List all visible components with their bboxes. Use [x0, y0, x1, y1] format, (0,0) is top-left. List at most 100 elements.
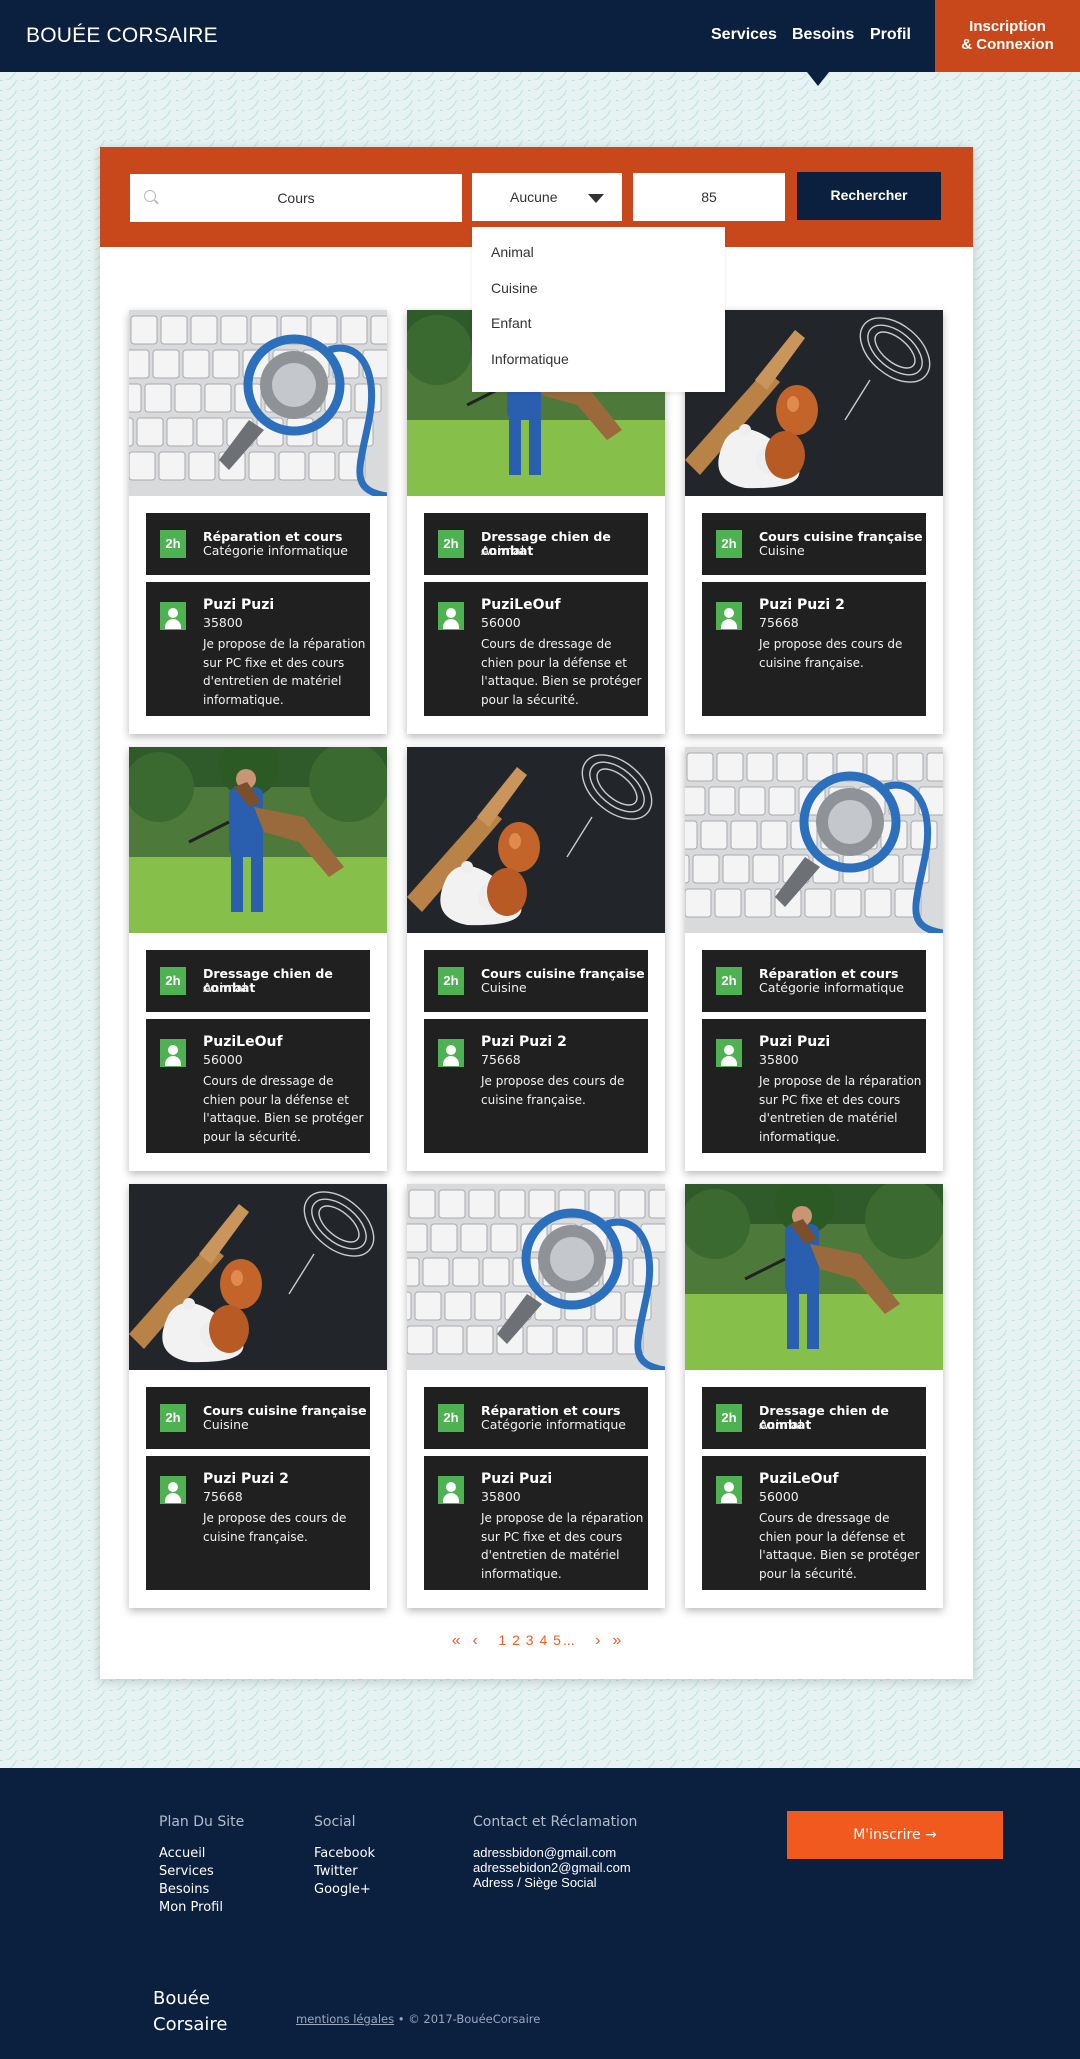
- footer-link-services[interactable]: Services: [159, 1864, 214, 1879]
- login-signup-button[interactable]: Inscription & Connexion: [935, 0, 1080, 72]
- service-card[interactable]: 2h Dressage chien de combat Animal PuziLeOu…: [129, 747, 387, 1171]
- service-category: Cuisine: [481, 980, 527, 995]
- page-link-3[interactable]: 3: [525, 1632, 534, 1648]
- site-logo[interactable]: BOUÉE CORSAIRE: [26, 24, 218, 47]
- service-description: Je propose de la réparation sur PC fixe …: [759, 1074, 922, 1144]
- pagination: « ‹ 1 2 3 4 5... › »: [100, 1632, 973, 1650]
- service-category: Cuisine: [203, 1417, 249, 1432]
- provider-name[interactable]: Puzi Puzi 2: [481, 1034, 567, 1050]
- page-link-5[interactable]: 5: [553, 1632, 561, 1648]
- service-card[interactable]: 2h Réparation et cours Catégorie informati…: [685, 747, 943, 1171]
- page-link-2[interactable]: 2: [512, 1632, 520, 1648]
- service-info-box: 2h Cours cuisine française Cuisine: [424, 950, 648, 1012]
- footer-link-besoins[interactable]: Besoins: [159, 1882, 210, 1897]
- provider-zipcode: 56000: [481, 615, 521, 630]
- provider-zipcode: 35800: [759, 1052, 799, 1067]
- provider-name[interactable]: Puzi Puzi 2: [759, 597, 845, 613]
- user-avatar-icon: [438, 602, 464, 630]
- login-label-line1: Inscription: [969, 18, 1046, 35]
- dropdown-option-animal[interactable]: Animal: [491, 244, 534, 260]
- footer-contact-email-1[interactable]: adressbidon@gmail.com: [473, 1845, 617, 1860]
- provider-name[interactable]: PuziLeOuf: [759, 1471, 839, 1487]
- user-avatar-icon: [160, 1476, 186, 1504]
- distance-input[interactable]: 85: [633, 173, 785, 221]
- footer-social-heading: Social: [314, 1814, 356, 1830]
- service-info-box: 2h Dressage chien de combat Animal: [146, 950, 370, 1012]
- service-image-cooking-eggs[interactable]: [407, 747, 665, 933]
- next-page-button[interactable]: ›: [595, 1632, 601, 1649]
- service-description: Je propose de la réparation sur PC fixe …: [203, 637, 366, 707]
- service-image-keyboard-stethoscope[interactable]: [685, 747, 943, 933]
- service-title: Dressage chien de combat: [481, 529, 611, 558]
- footer-link-facebook[interactable]: Facebook: [314, 1846, 376, 1861]
- service-image-dog-training[interactable]: [685, 1184, 943, 1370]
- page-link-4[interactable]: 4: [539, 1632, 548, 1648]
- service-title: Cours cuisine française: [759, 529, 923, 544]
- provider-name[interactable]: PuziLeOuf: [481, 597, 561, 613]
- service-info-box: 2h Réparation et cours Catégorie informati…: [424, 1387, 648, 1449]
- service-description: Cours de dressage de chien pour la défen…: [203, 1074, 364, 1144]
- nav-profil[interactable]: Profil: [870, 26, 911, 43]
- service-info-box: 2h Réparation et cours Catégorie informati…: [146, 513, 370, 575]
- service-description: Je propose des cours de cuisine français…: [759, 637, 903, 670]
- nav-besoins[interactable]: Besoins: [792, 26, 855, 43]
- service-title: Réparation et cours: [759, 966, 899, 981]
- footer-link-accueil[interactable]: Accueil: [159, 1846, 206, 1861]
- provider-name[interactable]: Puzi Puzi: [759, 1034, 831, 1050]
- service-image-keyboard-stethoscope[interactable]: [407, 1184, 665, 1370]
- page-link-1[interactable]: 1: [498, 1632, 507, 1648]
- search-button[interactable]: Rechercher: [797, 172, 941, 220]
- provider-name[interactable]: Puzi Puzi 2: [203, 1471, 289, 1487]
- pagination-ellipsis: ...: [562, 1632, 575, 1648]
- service-title: Cours cuisine française: [203, 1403, 367, 1418]
- provider-info-box: Puzi Puzi 35800 Je propose de la réparatio…: [424, 1456, 648, 1590]
- provider-info-box: PuziLeOuf 56000 Cours de dressage de chien…: [146, 1019, 370, 1153]
- provider-zipcode: 56000: [759, 1489, 799, 1504]
- service-info-box: 2h Dressage chien de combat Animal: [424, 513, 648, 575]
- provider-name[interactable]: PuziLeOuf: [203, 1034, 283, 1050]
- dropdown-option-informatique[interactable]: Informatique: [491, 350, 569, 367]
- service-info-box: 2h Cours cuisine française Cuisine: [146, 1387, 370, 1449]
- footer-signup-button[interactable]: M'inscrire →: [787, 1811, 1003, 1859]
- service-image-cooking-eggs[interactable]: [129, 1184, 387, 1370]
- dropdown-option-cuisine[interactable]: Cuisine: [491, 279, 538, 296]
- service-card[interactable]: 2h Cours cuisine française Cuisine Puzi Puz…: [685, 310, 943, 734]
- footer-brand-line2: Corsaire: [153, 2014, 228, 2035]
- nav-services[interactable]: Services: [711, 26, 777, 43]
- service-card[interactable]: 2h Dressage chien de combat Animal PuziLeOu…: [685, 1184, 943, 1608]
- category-select[interactable]: Aucune: [472, 173, 622, 221]
- provider-info-box: PuziLeOuf 56000 Cours de dressage de chien…: [702, 1456, 926, 1590]
- category-selected-value: Aucune: [510, 189, 558, 205]
- service-category: Catégorie informatique: [203, 543, 348, 558]
- footer-link-google-plus[interactable]: Google+: [314, 1882, 371, 1897]
- service-card[interactable]: 2h Réparation et cours Catégorie informati…: [407, 1184, 665, 1608]
- provider-name[interactable]: Puzi Puzi: [481, 1471, 553, 1487]
- footer-contact-heading: Contact et Réclamation: [473, 1814, 638, 1830]
- provider-zipcode: 75668: [481, 1052, 521, 1067]
- footer-link-mon-profil[interactable]: Mon Profil: [159, 1900, 223, 1915]
- active-nav-indicator: [807, 72, 829, 86]
- service-image-dog-training[interactable]: [129, 747, 387, 933]
- search-icon: [144, 190, 156, 202]
- footer-contact-email-2[interactable]: adressebidon2@gmail.com: [473, 1860, 631, 1875]
- legal-notice-link[interactable]: mentions légales: [296, 2012, 395, 2026]
- service-card[interactable]: 2h Cours cuisine française Cuisine Puzi Puz…: [129, 1184, 387, 1608]
- provider-info-box: Puzi Puzi 35800 Je propose de la réparatio…: [146, 582, 370, 716]
- provider-info-box: Puzi Puzi 2 75668 Je propose des cours de …: [146, 1456, 370, 1590]
- search-input[interactable]: Cours: [130, 174, 462, 222]
- service-title: Réparation et cours: [481, 1403, 621, 1418]
- last-page-button[interactable]: »: [612, 1632, 622, 1649]
- service-card[interactable]: 2h Réparation et cours Catégorie informati…: [129, 310, 387, 734]
- first-page-button[interactable]: «: [451, 1632, 461, 1649]
- dropdown-option-enfant[interactable]: Enfant: [491, 315, 532, 331]
- user-avatar-icon: [160, 602, 186, 630]
- prev-page-button[interactable]: ‹: [472, 1632, 478, 1649]
- footer-link-twitter[interactable]: Twitter: [314, 1864, 358, 1879]
- service-card[interactable]: 2h Cours cuisine française Cuisine Puzi Puz…: [407, 747, 665, 1171]
- search-input-value: Cours: [277, 190, 315, 206]
- service-image-cooking-eggs[interactable]: [685, 310, 943, 496]
- service-image-keyboard-stethoscope[interactable]: [129, 310, 387, 496]
- footer-contact-address: Adress / Siège Social: [473, 1875, 597, 1890]
- duration-badge: 2h: [438, 1404, 464, 1432]
- provider-name[interactable]: Puzi Puzi: [203, 597, 275, 613]
